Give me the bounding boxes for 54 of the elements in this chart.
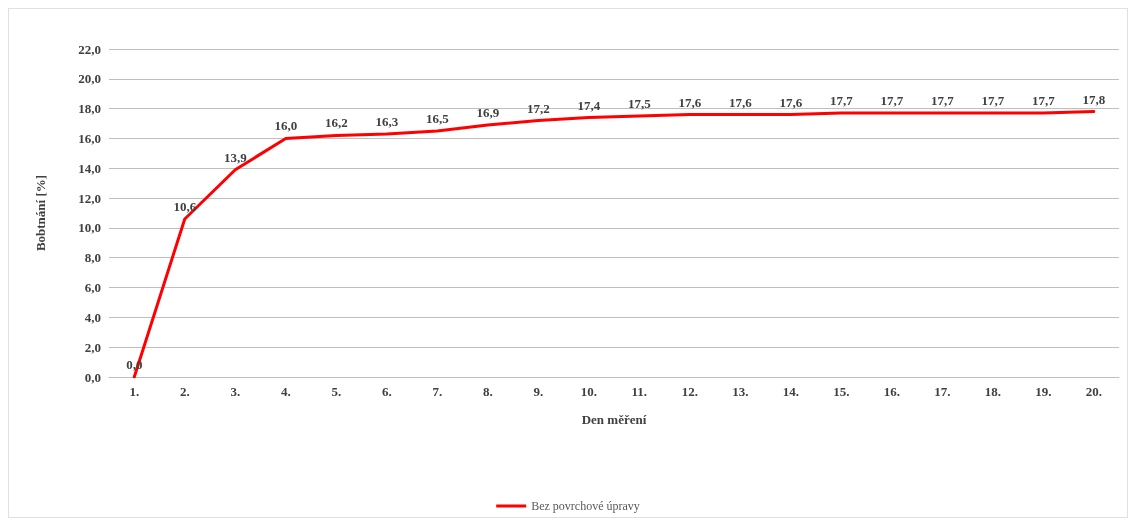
data-label: 16,2 [324,115,348,131]
x-tick-label: 4. [280,384,291,399]
data-label: 17,7 [829,93,854,109]
data-label: 16,3 [375,113,399,129]
data-label: 13,9 [223,149,248,165]
x-tick-label: 3. [230,384,241,399]
y-tick-label: 0,0 [84,369,101,385]
x-tick-label: 1. [129,384,140,399]
y-tick-label: 18,0 [78,101,101,117]
y-tick-label: 2,0 [84,339,101,355]
y-tick-label: 22,0 [78,41,101,57]
data-label: 17,4 [577,97,601,113]
y-tick-label: 6,0 [84,280,101,296]
x-axis-title: Den měření [581,412,647,427]
x-tick-label: 7. [432,384,443,399]
x-tick-label: 6. [381,384,392,399]
y-tick-label: 10,0 [78,220,101,236]
x-tick-label: 19. [1035,384,1052,399]
y-tick-label: 16,0 [78,130,101,146]
x-tick-label: 9. [533,384,544,399]
x-tick-label: 11. [631,384,648,399]
x-tick-label: 5. [331,384,342,399]
data-label: 16,0 [274,118,298,134]
y-tick-label: 4,0 [84,309,101,325]
x-tick-label: 17. [934,384,951,399]
data-label: 17,5 [627,96,652,112]
data-label: 17,7 [930,93,955,109]
data-label: 17,7 [880,93,904,109]
x-tick-label: 20. [1085,384,1102,399]
x-tick-label: 18. [984,384,1001,399]
x-tick-label: 8. [482,384,493,399]
y-tick-label: 14,0 [78,160,101,176]
data-label: 10,6 [173,198,197,214]
x-tick-label: 10. [580,384,597,399]
data-label: 17,6 [678,94,702,110]
y-tick-label: 8,0 [84,250,101,266]
data-label: 17,6 [779,94,803,110]
data-label: 17,8 [1082,91,1106,107]
x-tick-label: 16. [883,384,900,399]
data-label: 17,7 [1031,93,1056,109]
data-label: 16,9 [476,105,500,121]
x-tick-label: 15. [833,384,850,399]
data-label: 17,6 [728,94,753,110]
legend-label: Bez povrchové úpravy [531,499,640,513]
y-tick-label: 20,0 [78,71,101,87]
x-tick-label: 13. [732,384,749,399]
data-label: 16,5 [425,111,450,126]
data-label: 17,2 [526,100,550,116]
x-tick-label: 12. [681,384,698,399]
x-tick-label: 14. [782,384,799,399]
y-tick-label: 12,0 [78,190,101,206]
y-axis-title: Bobtnání [%] [33,174,48,252]
data-label: 17,7 [981,93,1005,109]
x-tick-label: 2. [179,384,190,399]
